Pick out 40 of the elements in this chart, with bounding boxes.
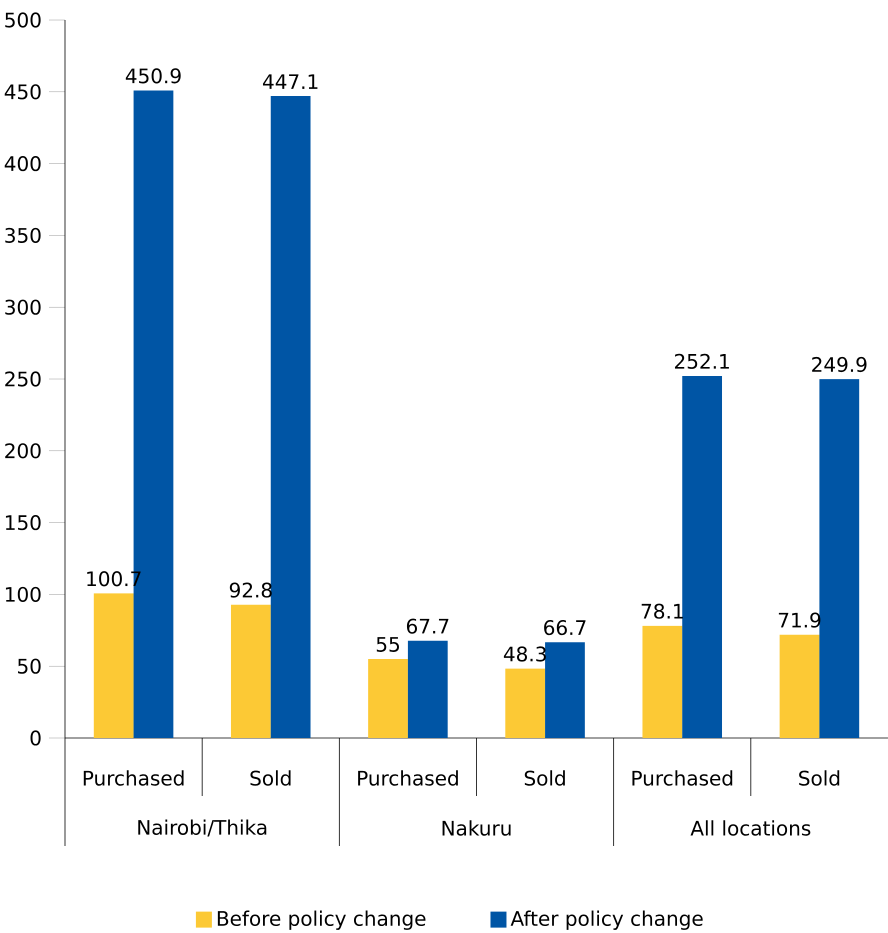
data-label: 66.7 <box>544 620 586 636</box>
x-tick-label: Purchased <box>358 770 458 786</box>
text: Nairobi/Thika <box>138 819 266 837</box>
data-label: 252.1 <box>674 354 729 369</box>
data-label: 450.9 <box>126 68 181 84</box>
legend-label: Before policy change <box>218 910 426 930</box>
data-label: 55 <box>376 637 399 652</box>
bar <box>505 668 546 738</box>
text: Nakuru <box>442 820 511 836</box>
text: All locations <box>690 820 810 836</box>
bar <box>94 593 134 738</box>
bar <box>682 376 722 738</box>
data-label: 67.7 <box>406 618 448 634</box>
y-tick-label: 300 <box>5 300 41 315</box>
bar <box>545 642 585 738</box>
bar <box>230 604 271 738</box>
bar <box>368 659 408 738</box>
bar <box>408 640 448 738</box>
x-tick-label: Sold <box>250 770 291 786</box>
legend-label: After policy change <box>510 910 703 930</box>
bar <box>780 634 820 738</box>
data-label: 447.1 <box>262 74 318 89</box>
y-tick-label: 0 <box>30 730 41 746</box>
data-label: 249.9 <box>812 356 867 372</box>
bar <box>270 96 311 738</box>
y-tick-label: 450 <box>4 84 41 100</box>
y-tick-label: 200 <box>5 443 41 458</box>
y-tick-label: 400 <box>4 156 41 172</box>
x-tick-label: Purchased <box>632 770 732 786</box>
y-tick-label: 50 <box>18 658 41 674</box>
bar <box>819 379 860 738</box>
y-tick-label: 500 <box>5 12 41 28</box>
x-tick-label: Purchased <box>84 770 184 786</box>
y-tick-label: 150 <box>6 515 41 530</box>
x-tick-label: Sold <box>799 770 840 786</box>
y-tick-label: 350 <box>5 228 41 243</box>
x-tick-label: Sold <box>524 770 565 786</box>
y-tick-label: 100 <box>6 586 41 602</box>
y-tick-label: 250 <box>5 371 41 387</box>
bar <box>642 626 682 738</box>
